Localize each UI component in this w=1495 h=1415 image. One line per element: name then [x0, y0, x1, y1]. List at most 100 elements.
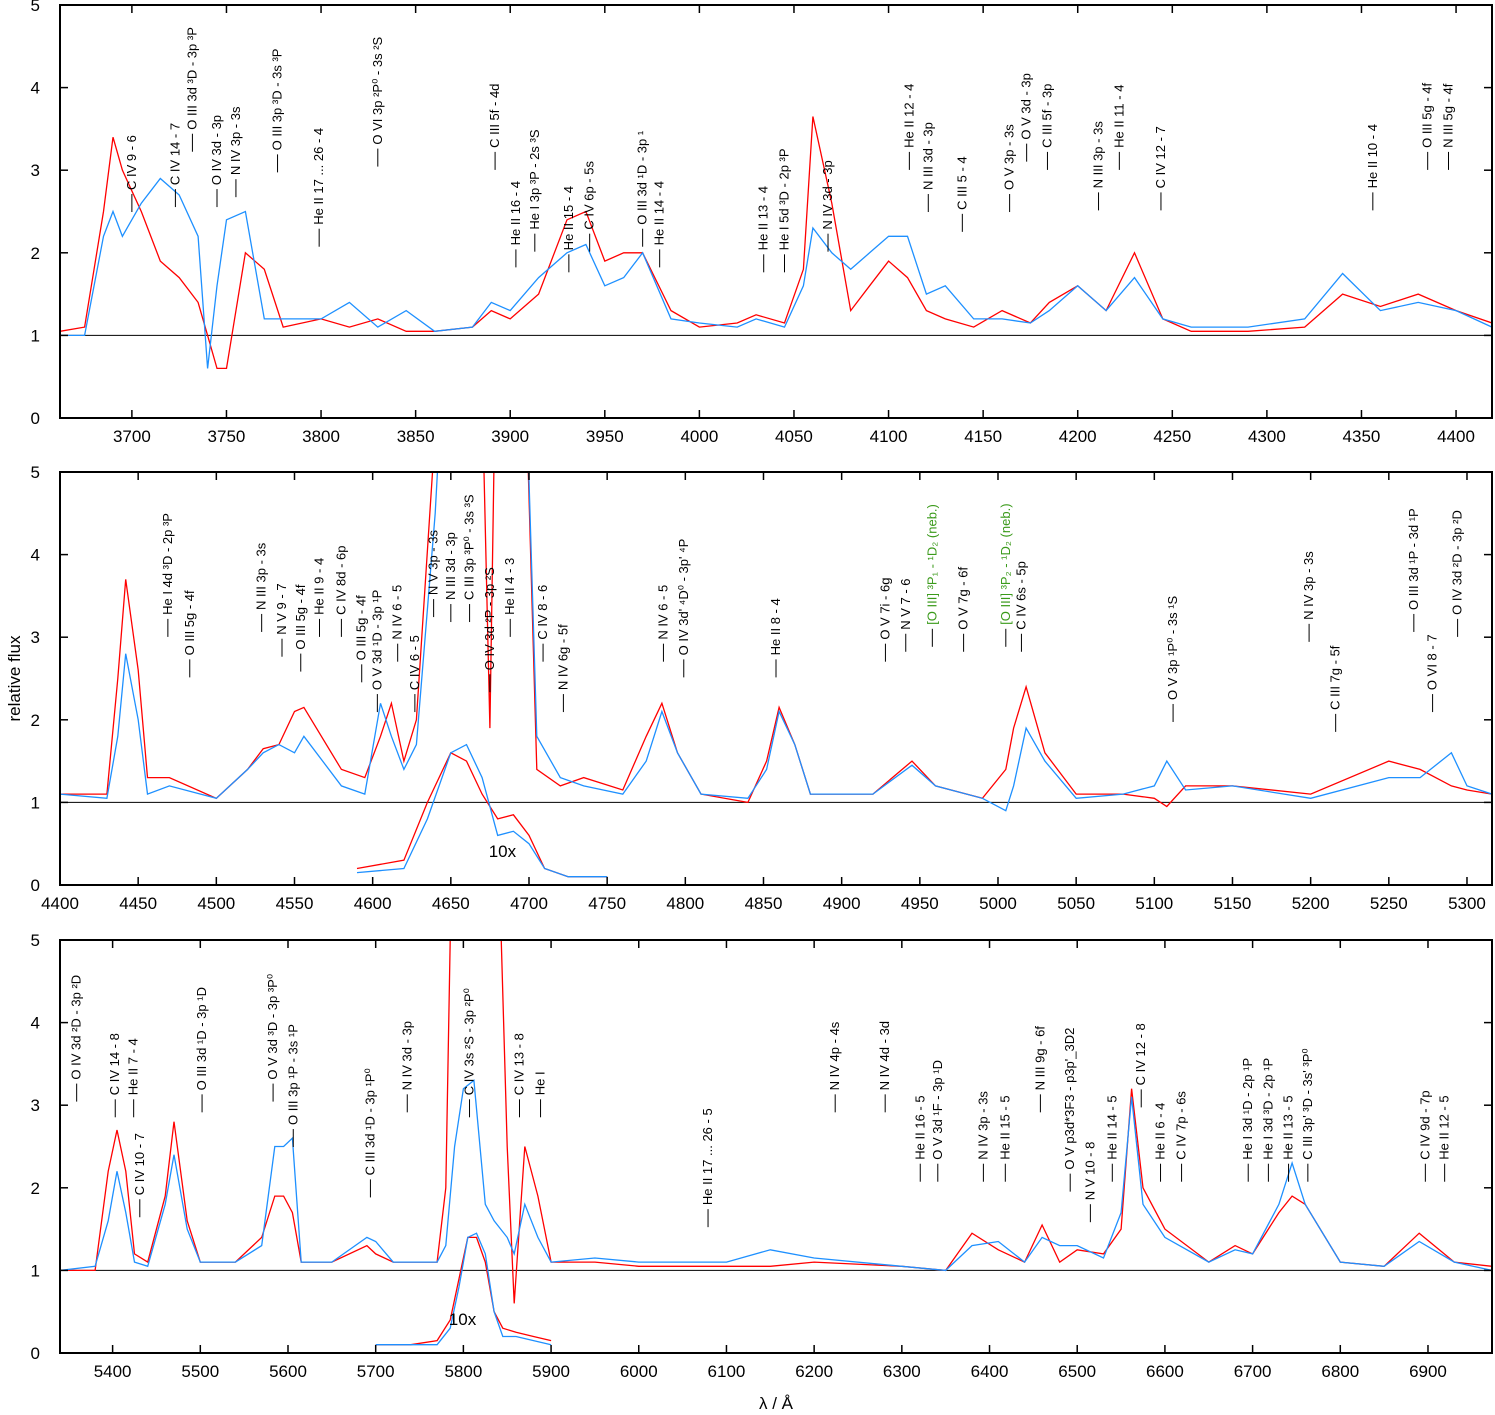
line-id-label: O IV 3d ²P - 3p ²S — [482, 567, 497, 670]
line-id-label: C IV 6 - 5 — [407, 635, 422, 690]
x-tick-label: 4800 — [666, 894, 704, 913]
x-tick-label: 4100 — [870, 427, 908, 446]
y-tick-label: 2 — [31, 244, 40, 263]
spectrum-line — [356, 751, 608, 878]
line-id-label: O V 3d ¹D - 3p ¹P — [369, 590, 384, 690]
line-id-label: He II 14 - 4 — [652, 181, 667, 245]
line-id-label: C IV 9d - 7p — [1417, 1090, 1432, 1159]
line-id-label: He II 10 - 4 — [1365, 124, 1380, 188]
axes-frame — [59, 4, 1493, 419]
spectrum-line — [375, 1232, 552, 1346]
line-id-label: C IV 14 - 8 — [107, 1033, 122, 1095]
line-id-label: N V 10 - 8 — [1082, 1142, 1097, 1201]
y-tick-label: 3 — [31, 161, 40, 180]
x-tick-label: 3850 — [397, 427, 435, 446]
line-id-label: C IV 8 - 6 — [535, 585, 550, 640]
x-tick-label: 4600 — [354, 894, 392, 913]
line-id-label: O III 3p ¹P - 3s ¹P — [285, 1024, 300, 1125]
x-tick-label: 4900 — [823, 894, 861, 913]
line-id-label: He II 17 ... 26 - 5 — [700, 1108, 715, 1205]
line-id-label: He I 3d ³D - 2p ¹P — [1260, 1058, 1275, 1160]
line-id-label: He II 8 - 4 — [768, 598, 783, 655]
line-id-label: N III 3d - 3p — [443, 532, 458, 600]
spectrum-line — [60, 1079, 1492, 1272]
line-id-label: O III 3d ¹D - 3p ¹ — [635, 130, 650, 225]
x-tick-label: 4150 — [964, 427, 1002, 446]
x-tick-label: 5150 — [1214, 894, 1252, 913]
line-id-label: N IV 6 - 5 — [655, 585, 670, 640]
x-tick-label: 6400 — [971, 1362, 1009, 1381]
line-id-label: N V 9 - 7 — [274, 583, 289, 634]
line-id-label: N III 3p - 3s — [1091, 121, 1106, 189]
y-tick-label: 3 — [31, 1096, 40, 1115]
line-id-label: O V 3d ¹F - 3p ¹D — [930, 1060, 945, 1160]
line-id-label: C IV 9 - 6 — [124, 135, 139, 190]
line-id-label: He II 13 - 4 — [756, 186, 771, 250]
line-id-label: O V 3d ³D - 3p ³P⁰ — [265, 974, 280, 1080]
x-tick-label: 6600 — [1146, 1362, 1184, 1381]
x-tick-label: 3900 — [491, 427, 529, 446]
line-id-label: [O III] ³P₂ - ¹D₂ (neb.) — [998, 503, 1013, 624]
x-tick-label: 5000 — [979, 894, 1017, 913]
line-id-label: He I — [533, 1071, 548, 1095]
line-id-label: O V p3d*3F3 - p3p'_3D2 — [1062, 1028, 1077, 1170]
x-tick-label: 4400 — [1437, 427, 1475, 446]
x-tick-label: 4250 — [1153, 427, 1191, 446]
line-id-label: He II 16 - 4 — [508, 181, 523, 245]
line-id-label: O VI 3p ²P⁰ - 3s ²S — [370, 36, 385, 144]
line-id-label: N IV 3d - 3p — [399, 1021, 414, 1090]
x-tick-label: 4550 — [276, 894, 314, 913]
y-tick-label: 3 — [31, 628, 40, 647]
y-tick-label: 4 — [31, 79, 40, 98]
line-id-label: N III 3p - 3s — [254, 542, 269, 610]
line-id-label: O V 3p ¹P⁰ - 3s ¹S — [1165, 595, 1180, 700]
x-tick-label: 3950 — [586, 427, 624, 446]
line-id-label: C III 3d ¹D - 3p ¹P⁰ — [362, 1068, 377, 1175]
line-id-label: O III 5g - 4f — [1420, 82, 1435, 147]
line-id-label: O IV 3d' ⁴D⁰ - 3p' ⁴P — [676, 539, 691, 656]
line-id-label: He I 5d ³D - 2p ³P — [777, 148, 792, 250]
y-tick-label: 0 — [31, 876, 40, 895]
plot-area — [60, 472, 1492, 878]
line-id-label: He II 12 - 5 — [1437, 1095, 1452, 1159]
y-tick-label: 5 — [31, 0, 40, 15]
line-id-label: O V 7i - 6g — [877, 578, 892, 640]
x-tick-label: 4050 — [775, 427, 813, 446]
x-tick-label: 6000 — [620, 1362, 658, 1381]
line-id-label: He II 7 - 4 — [126, 1038, 141, 1095]
line-id-label: C III 5f - 4d — [487, 84, 502, 148]
y-tick-label: 4 — [31, 1014, 40, 1033]
panel: 10x O IV 3d ²D - 3p ²D C IV 14 - 8 He II 7 … — [31, 931, 1493, 1413]
x-tick-label: 6300 — [883, 1362, 921, 1381]
line-id-label: He II 6 - 4 — [1153, 1103, 1168, 1160]
line-id-label: O V 3p - 3s — [1002, 124, 1017, 190]
line-id-label: O IV 3d ²D - 3p ²D — [1450, 510, 1465, 615]
x-tick-label: 5800 — [444, 1362, 482, 1381]
line-id-label: N IV 6g - 5f — [555, 624, 570, 690]
line-id-label: C IV 12 - 7 — [1153, 126, 1168, 188]
x-tick-label: 5900 — [532, 1362, 570, 1381]
line-id-label: O III 3d ³D - 3p ³P — [184, 27, 199, 130]
panel: C IV 9 - 6 C IV 14 - 7O III 3d ³D - 3p ³P… — [31, 0, 1493, 446]
line-id-label: He II 13 - 5 — [1281, 1095, 1296, 1159]
x-tick-label: 4300 — [1248, 427, 1286, 446]
line-id-label: C IV 7p - 6s — [1174, 1091, 1189, 1160]
line-id-label: O IV 3d - 3p — [209, 115, 224, 185]
line-id-label: O VI 8 - 7 — [1425, 634, 1440, 690]
x-tick-label: 4700 — [510, 894, 548, 913]
x-tick-label: 4000 — [680, 427, 718, 446]
y-tick-label: 1 — [31, 793, 40, 812]
y-tick-label: 0 — [31, 1344, 40, 1363]
line-id-label: He I 3d ¹D - 2p ¹P — [1240, 1058, 1255, 1160]
x-tick-label: 6800 — [1321, 1362, 1359, 1381]
line-id-label: O IV 3d ²D - 3p ²D — [69, 975, 84, 1080]
x-tick-label: 5500 — [181, 1362, 219, 1381]
x-tick-label: 3800 — [302, 427, 340, 446]
y-tick-label: 1 — [31, 1261, 40, 1280]
line-id-label: [O III] ³P₁ - ¹D₂ (neb.) — [924, 504, 939, 625]
plot-area — [60, 116, 1492, 370]
y-tick-label: 2 — [31, 711, 40, 730]
x-tick-label: 5400 — [94, 1362, 132, 1381]
line-id-label: C IV 10 - 7 — [132, 1133, 147, 1195]
